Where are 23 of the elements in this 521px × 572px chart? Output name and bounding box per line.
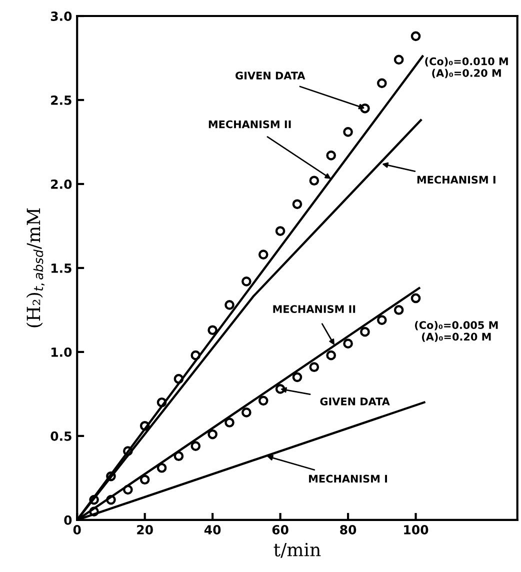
y-tick-label: 3.0 [50, 11, 72, 21]
x-tick-label: 20 [137, 525, 153, 534]
x-tick-label: 0 [73, 525, 81, 534]
x-tick-label: 40 [204, 525, 221, 534]
x-tick-label: 100 [404, 525, 428, 534]
annotation: (Co)₀=0.005 M (A)₀=0.20 M [415, 320, 498, 342]
annotation: GIVEN DATA [320, 398, 390, 406]
y-tick-label: 0.5 [50, 431, 72, 441]
annotation: (Co)₀=0.010 M (A)₀=0.20 M [425, 57, 508, 78]
x-tick-label: 80 [340, 525, 356, 534]
y-axis-title: (H₂)$_{t,absd}$/mM [26, 208, 44, 328]
y-tick-label: 2.0 [51, 179, 72, 189]
annotation: GIVEN DATA [236, 72, 306, 80]
annotation: MECHANISM II [208, 120, 291, 128]
y-tick-label: 1.0 [52, 347, 72, 357]
x-axis-title: t/min [274, 542, 321, 558]
annotation: MECHANISM II [273, 305, 356, 313]
y-tick-label: 1.5 [52, 264, 72, 273]
x-tick-label: 60 [272, 525, 288, 534]
y-tick-label: 0 [64, 515, 72, 525]
annotation: MECHANISM I [417, 176, 496, 184]
y-tick-label: 2.5 [51, 95, 72, 105]
annotation: MECHANISM I [309, 474, 388, 483]
